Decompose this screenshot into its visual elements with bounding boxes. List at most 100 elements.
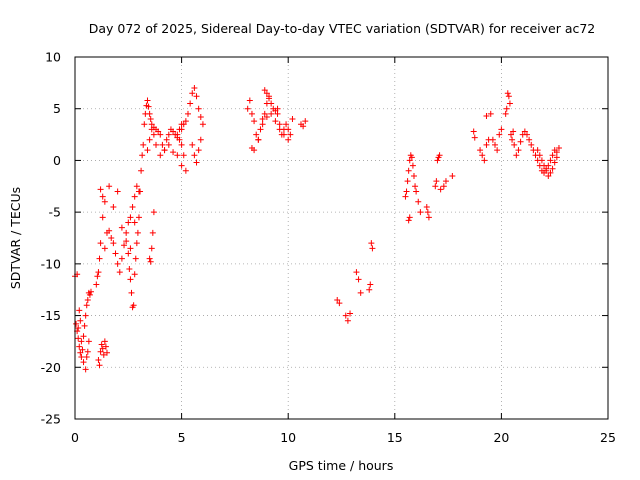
data-point [100,351,107,358]
x-tick-label: 25 [600,430,616,445]
data-point [77,317,84,324]
data-point [101,245,108,252]
data-point [549,152,556,159]
data-point [73,320,80,327]
data-point [150,131,157,138]
data-point [521,128,528,135]
data-point [75,324,82,331]
y-tick-label: -5 [49,205,61,220]
data-point [126,266,133,273]
data-point [97,186,104,193]
data-point [534,147,541,154]
data-point [83,353,90,360]
data-point [87,288,94,295]
data-point [276,126,283,133]
data-point [193,159,200,166]
data-point [248,110,255,117]
data-point [148,245,155,252]
data-point [415,198,422,205]
data-point [246,97,253,104]
data-point [106,227,113,234]
data-point [94,273,101,280]
data-point [336,300,343,307]
data-point [146,255,153,262]
data-point [123,229,130,236]
data-point [437,186,444,193]
data-point [255,136,262,143]
data-point [102,343,109,350]
x-tick-label: 15 [387,430,403,445]
data-point [165,131,172,138]
data-point [353,269,360,276]
y-tick-label: -25 [41,412,61,427]
data-point [357,289,364,296]
data-point [433,178,440,185]
data-point [83,302,90,309]
data-point [101,198,108,205]
data-points [72,85,562,373]
data-point [541,162,548,169]
data-point [274,105,281,112]
data-point [253,131,260,138]
data-point [289,116,296,123]
data-point [176,136,183,143]
data-point [498,126,505,133]
data-point [76,307,83,314]
data-point [471,134,478,141]
data-point [148,121,155,128]
data-point [80,333,87,340]
data-point [449,172,456,179]
data-point [553,149,560,156]
data-point [97,240,104,247]
data-point [551,159,558,166]
data-point [197,136,204,143]
data-point [424,209,431,216]
data-point [127,245,134,252]
data-point [170,128,177,135]
data-point [127,214,134,221]
data-point [406,214,413,221]
data-point [180,121,187,128]
data-point [147,258,154,265]
data-point [114,260,121,267]
data-point [440,183,447,190]
y-axis-label: SDTVAR / TECUs [8,187,23,289]
data-point [116,269,123,276]
data-point [118,255,125,262]
data-point [436,152,443,159]
data-point [132,255,139,262]
y-tick-label: 5 [53,101,61,116]
data-point [84,297,91,304]
y-tick-label: 0 [53,153,61,168]
data-point [131,271,138,278]
data-point [503,105,510,112]
data-point [285,126,292,133]
chart-title: Day 072 of 2025, Sidereal Day-to-day VTE… [89,21,596,36]
x-tick-label: 5 [178,430,186,445]
y-tick-labels: 10 5 0 -5 -10 -15 -20 -25 [41,50,61,427]
data-point [285,136,292,143]
data-point [144,97,151,104]
data-point [425,214,432,221]
data-point [191,85,198,92]
data-point [526,136,533,143]
data-point [199,121,206,128]
data-point [251,118,258,125]
data-point [287,131,294,138]
data-point [133,240,140,247]
data-point [134,229,141,236]
data-point [408,154,415,161]
data-point [405,217,412,224]
data-point [127,276,134,283]
data-point [174,131,181,138]
data-point [140,141,147,148]
plot-frame [74,56,609,420]
data-point [131,219,138,226]
axis-ticks [74,56,609,420]
data-point [178,162,185,169]
data-point [263,90,270,97]
data-point [195,147,202,154]
data-point [405,167,412,174]
data-point [121,242,128,249]
data-point [536,152,543,159]
